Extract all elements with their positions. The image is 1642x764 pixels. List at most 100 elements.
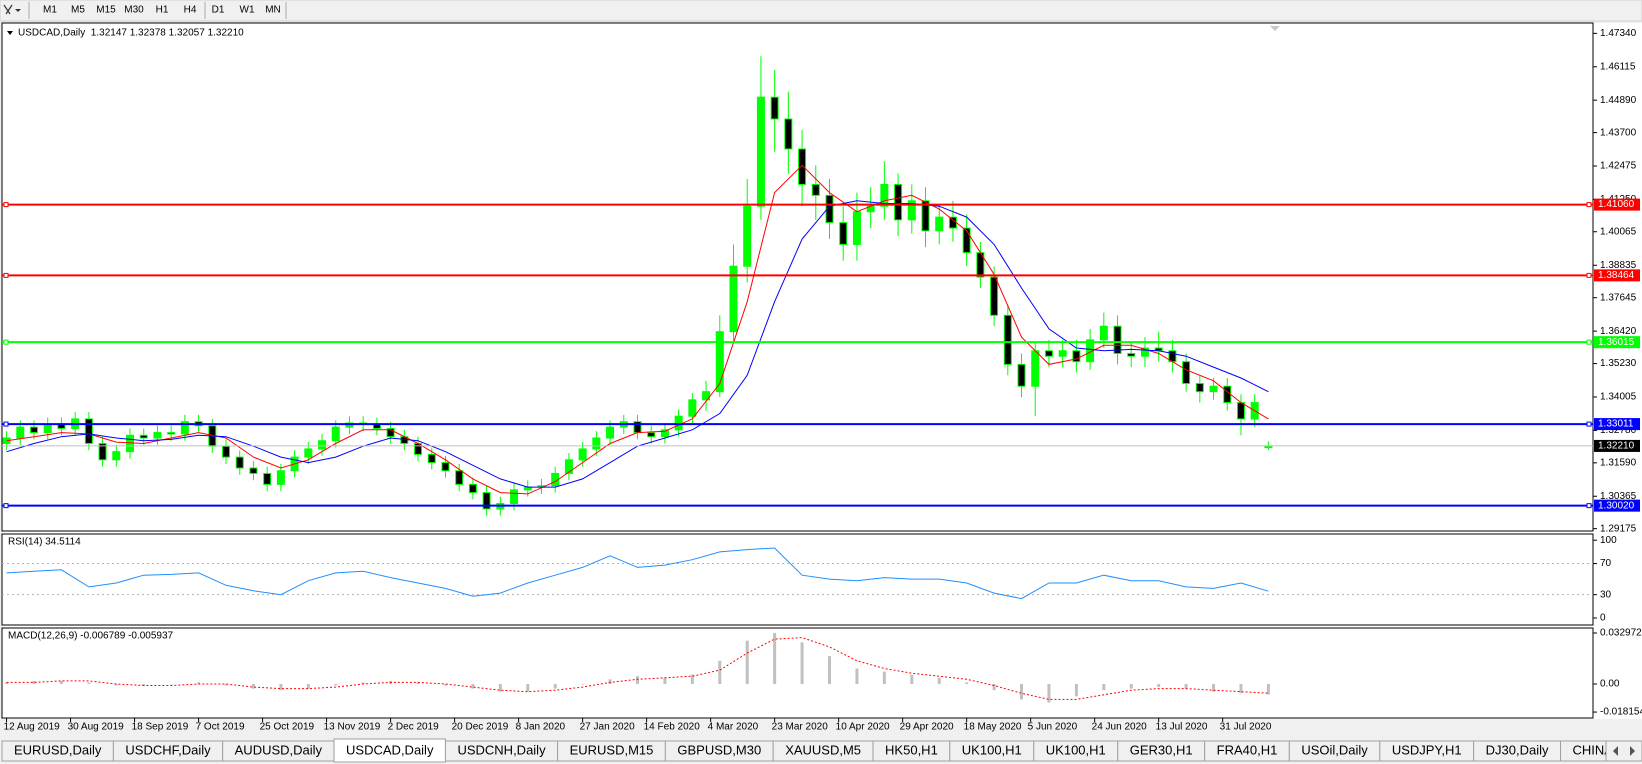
candle-body bbox=[427, 453, 436, 464]
x-tick-label: 8 Jan 2020 bbox=[516, 722, 566, 733]
candle-body bbox=[510, 489, 519, 504]
candle-body bbox=[1182, 361, 1191, 384]
candle-body bbox=[1113, 325, 1122, 354]
timeframe-button[interactable]: M1 bbox=[43, 5, 57, 16]
candle-body bbox=[2, 437, 11, 444]
x-tick-label: 20 Dec 2019 bbox=[452, 722, 509, 733]
macd-bar bbox=[251, 683, 255, 689]
level-price-label: 1.30020 bbox=[1598, 500, 1635, 511]
level-handle bbox=[3, 503, 9, 509]
candle-body bbox=[263, 472, 272, 485]
y-tick-label: 1.44890 bbox=[1600, 95, 1637, 106]
candle-body bbox=[715, 331, 724, 393]
timeframe-button[interactable]: M30 bbox=[124, 5, 144, 16]
macd-bar bbox=[690, 674, 694, 684]
x-tick-label: 13 Nov 2019 bbox=[324, 722, 381, 733]
macd-bar bbox=[1157, 683, 1161, 688]
x-tick-label: 7 Oct 2019 bbox=[196, 722, 245, 733]
x-tick-label: 5 Jun 2020 bbox=[1028, 722, 1078, 733]
tab-label[interactable]: EURUSD,Daily bbox=[14, 742, 102, 757]
tab-label[interactable]: UK100,H1 bbox=[962, 742, 1022, 757]
tab-label[interactable]: FRA40,H1 bbox=[1217, 742, 1278, 757]
x-tick-label: 23 Mar 2020 bbox=[772, 722, 829, 733]
y-tick-label: 1.38835 bbox=[1600, 260, 1637, 271]
level-price-box bbox=[1594, 499, 1640, 512]
tab-label[interactable]: UK100,H1 bbox=[1046, 742, 1106, 757]
macd-bar bbox=[718, 660, 722, 684]
level-handle bbox=[1586, 503, 1592, 509]
candle-body bbox=[43, 423, 52, 434]
candle-body bbox=[729, 265, 738, 333]
candle-body bbox=[126, 434, 135, 453]
tab-label[interactable]: EURUSD,M15 bbox=[570, 742, 654, 757]
tab-label[interactable]: GER30,H1 bbox=[1130, 742, 1193, 757]
tab-label[interactable]: DJ30,Daily bbox=[1486, 742, 1549, 757]
tab-label[interactable]: USDJPY,H1 bbox=[1392, 742, 1462, 757]
macd-signal bbox=[6, 637, 1269, 700]
tab-label[interactable]: USDCNH,Daily bbox=[457, 742, 546, 757]
candle-body bbox=[935, 216, 944, 232]
indicator-title: RSI(14) 34.5114 bbox=[8, 537, 81, 548]
level-handle bbox=[1586, 202, 1592, 208]
candle-body bbox=[482, 492, 491, 510]
candle-body bbox=[606, 426, 615, 439]
toolbar-icon[interactable] bbox=[3, 4, 13, 15]
candle-body bbox=[167, 432, 176, 435]
tab-label[interactable]: USOil,Daily bbox=[1301, 742, 1368, 757]
candle-body bbox=[921, 200, 930, 232]
y-tick-label: 1.47340 bbox=[1600, 28, 1637, 39]
candle-body bbox=[455, 470, 464, 485]
candle-body bbox=[222, 445, 231, 458]
macd-bar bbox=[1266, 683, 1270, 695]
macd-panel bbox=[1, 627, 1594, 719]
y-tick-label: 100 bbox=[1600, 535, 1617, 546]
timeframe-button[interactable]: H4 bbox=[184, 5, 197, 16]
macd-bar bbox=[1074, 683, 1078, 697]
candle-body bbox=[1127, 352, 1136, 357]
tab-scroll[interactable] bbox=[1605, 740, 1642, 762]
candle-body bbox=[98, 442, 107, 461]
y-tick-label: 1.32780 bbox=[1600, 425, 1637, 436]
tab-label[interactable]: HK50,H1 bbox=[885, 742, 938, 757]
level-handle bbox=[3, 339, 9, 345]
candle-body bbox=[16, 426, 25, 439]
macd-bar bbox=[882, 671, 886, 684]
candle-body bbox=[235, 456, 244, 469]
macd-bar bbox=[114, 683, 118, 686]
rsi-panel bbox=[1, 533, 1594, 626]
candle-body bbox=[386, 427, 395, 438]
tab-label[interactable]: AUDUSD,Daily bbox=[235, 742, 323, 757]
toolbar-dropdown[interactable] bbox=[15, 9, 21, 12]
candle-body bbox=[112, 451, 121, 461]
candle-body bbox=[1017, 363, 1026, 387]
timeframe-button[interactable]: M5 bbox=[71, 5, 85, 16]
current-price-label: 1.32210 bbox=[1598, 441, 1635, 452]
timeframe-button[interactable]: M15 bbox=[96, 5, 116, 16]
macd-bar bbox=[1212, 683, 1216, 692]
timeframe-button[interactable]: H1 bbox=[156, 5, 169, 16]
tab-label[interactable]: USDCAD,Daily bbox=[346, 742, 434, 757]
candle-body bbox=[564, 459, 573, 474]
tab-label[interactable]: XAUUSD,M5 bbox=[785, 742, 861, 757]
tab-scroll-arrows[interactable] bbox=[1613, 746, 1635, 756]
tab-label[interactable]: GBPUSD,M30 bbox=[677, 742, 761, 757]
y-tick-label: 0 bbox=[1600, 613, 1606, 624]
macd-bar bbox=[526, 683, 530, 692]
timeframe-button[interactable]: MN bbox=[265, 5, 281, 16]
tab-label[interactable]: USDCHF,Daily bbox=[125, 742, 211, 757]
y-tick-label: 0.032972 bbox=[1600, 628, 1642, 639]
x-tick-label: 24 Jun 2020 bbox=[1092, 722, 1147, 733]
level-price-box bbox=[1594, 418, 1640, 431]
indicator-title: MACD(12,26,9) -0.006789 -0.005937 bbox=[8, 631, 174, 642]
macd-bar bbox=[992, 683, 996, 691]
x-tick-label: 12 Aug 2019 bbox=[4, 722, 61, 733]
timeframe-button[interactable]: W1 bbox=[240, 5, 255, 16]
level-handle bbox=[3, 421, 9, 427]
indicator-line bbox=[6, 547, 1269, 600]
y-tick-label: 1.29175 bbox=[1600, 523, 1637, 534]
macd-bar bbox=[5, 682, 9, 684]
y-tick-label: 1.31590 bbox=[1600, 457, 1637, 468]
x-tick-label: 27 Jan 2020 bbox=[580, 722, 635, 733]
macd-bar bbox=[443, 683, 447, 686]
timeframe-button[interactable]: D1 bbox=[212, 5, 225, 16]
